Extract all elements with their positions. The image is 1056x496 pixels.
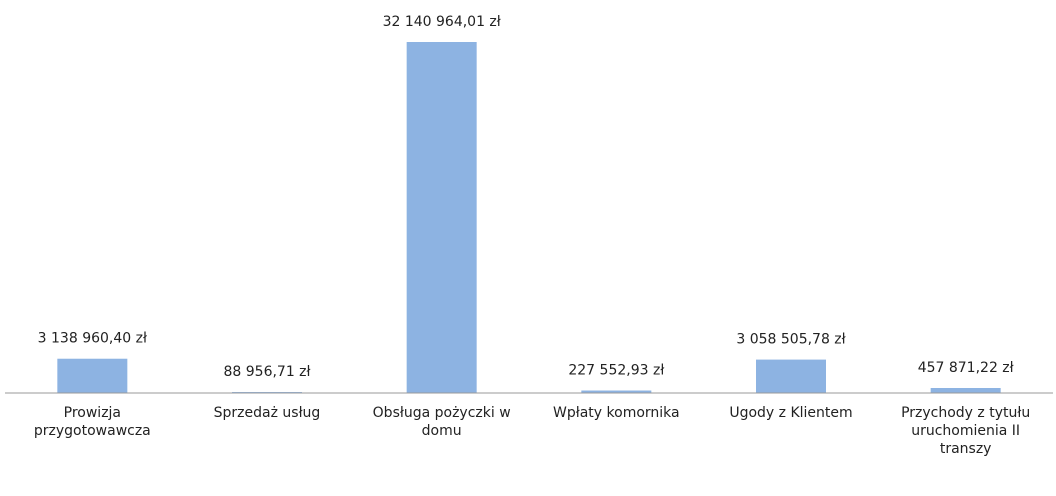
bar [406,42,477,393]
x-tick-label: Sprzedaż usług [213,405,321,421]
value-label: 88 956,71 zł [223,364,310,380]
x-tick-label: Wpłaty komornika [553,405,680,421]
value-label: 32 140 964,01 zł [383,14,501,30]
bar [756,359,826,393]
value-label: 3 138 960,40 zł [38,331,147,347]
x-tick-label: Ugody z Klientem [729,405,853,421]
bar [57,358,128,393]
bar [930,387,1001,393]
x-tick-label: Obsługa pożyczki w domu [372,405,511,439]
value-label: 227 552,93 zł [568,363,664,379]
x-tick-label: Przychody z tytułu uruchomienia II trans… [901,405,1031,457]
bar [581,390,652,393]
value-label: 3 058 505,78 zł [736,332,845,348]
x-tick-label: Prowizja przygotowawcza [33,405,151,439]
value-label: 457 871,22 zł [918,360,1014,376]
